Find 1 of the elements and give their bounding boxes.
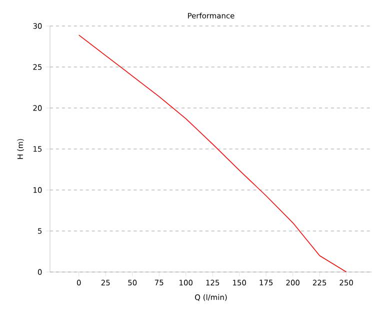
line-series bbox=[78, 34, 347, 272]
